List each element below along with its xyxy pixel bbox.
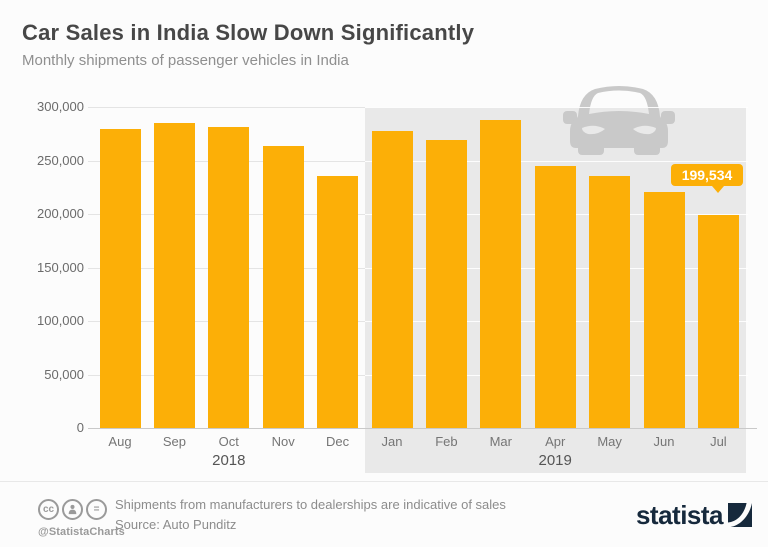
month-label-nov: Nov (271, 434, 295, 449)
attribution-person-icon (62, 499, 83, 520)
statista-logomark (728, 503, 752, 527)
y-tick-label: 0 (76, 420, 84, 435)
bar-dec (317, 175, 359, 428)
month-label-jul: Jul (710, 434, 727, 449)
statista-wordmark: statista (635, 500, 724, 530)
callout-pointer-icon (712, 186, 725, 193)
month-label-sep: Sep (162, 434, 186, 449)
gridline (88, 107, 365, 109)
month-label-aug: Aug (108, 434, 132, 449)
footer-divider (0, 481, 768, 482)
month-label-jun: Jun (653, 434, 675, 449)
month-label-apr: Apr (545, 434, 566, 449)
license-block: cc = @StatistaCharts (38, 499, 125, 538)
statista-logo: statista (636, 502, 752, 528)
year-label-2018: 2018 (212, 452, 246, 469)
y-tick-label: 250,000 (37, 152, 84, 168)
bar-nov (262, 145, 304, 428)
month-label-dec: Dec (326, 434, 350, 449)
gridline (364, 107, 748, 109)
y-tick-label: 50,000 (44, 366, 84, 382)
chart-note: Shipments from manufacturers to dealersh… (115, 497, 506, 512)
bar-jul (697, 214, 739, 428)
y-tick-label: 300,000 (37, 99, 84, 115)
month-label-oct: Oct (218, 434, 239, 449)
bar-sep (153, 123, 195, 428)
cc-icon: cc (38, 499, 59, 520)
y-tick-label: 100,000 (37, 313, 84, 329)
month-label-feb: Feb (435, 434, 458, 449)
bar-may (589, 175, 631, 428)
page-title: Car Sales in India Slow Down Significant… (22, 20, 475, 45)
year-label-2019: 2019 (538, 452, 572, 469)
bar-oct (208, 126, 250, 428)
y-tick-label: 200,000 (37, 206, 84, 222)
month-label-may: May (597, 434, 622, 449)
cc-license-icons: cc = (38, 499, 118, 520)
bar-jan (371, 130, 413, 428)
bar-feb (425, 140, 467, 428)
gridline (364, 160, 748, 162)
car-icon (563, 86, 675, 155)
x-axis-baseline (88, 428, 757, 429)
bar-apr (534, 166, 576, 428)
page-subtitle: Monthly shipments of passenger vehicles … (22, 52, 349, 69)
no-derivatives-icon: = (86, 499, 107, 520)
value-callout: 199,534 (671, 164, 743, 186)
bar-mar (480, 120, 522, 428)
bar-jun (643, 191, 685, 428)
statista-charts-handle: @StatistaCharts (38, 526, 125, 538)
chart-source: Source: Auto Punditz (115, 517, 237, 532)
y-tick-label: 150,000 (37, 259, 84, 275)
month-label-mar: Mar (489, 434, 512, 449)
bar-aug (99, 128, 141, 428)
bar-chart-area: 300,000 250,000 200,000 150,000 100,000 50,00… (37, 86, 757, 473)
month-label-jan: Jan (381, 434, 403, 449)
